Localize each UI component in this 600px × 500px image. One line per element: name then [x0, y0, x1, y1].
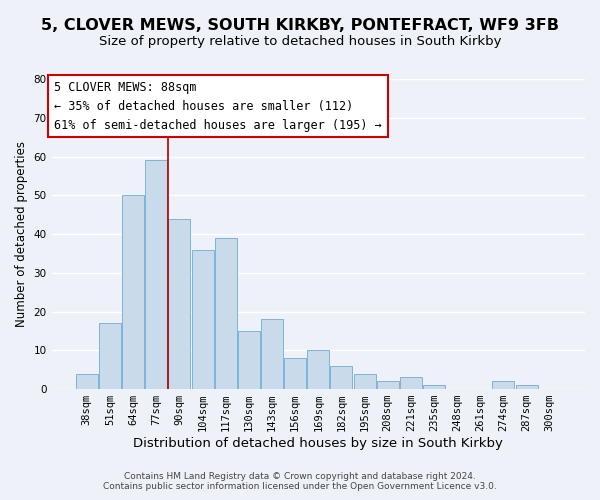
Bar [238, 331, 260, 389]
X-axis label: Distribution of detached houses by size in South Kirkby: Distribution of detached houses by size … [133, 437, 503, 450]
Text: 5, CLOVER MEWS, SOUTH KIRKBY, PONTEFRACT, WF9 3FB: 5, CLOVER MEWS, SOUTH KIRKBY, PONTEFRACT… [41, 18, 559, 32]
Bar [284, 358, 306, 389]
Bar [493, 382, 514, 389]
Bar [400, 378, 422, 389]
Text: Contains public sector information licensed under the Open Government Licence v3: Contains public sector information licen… [103, 482, 497, 491]
Bar [515, 385, 538, 389]
Bar [145, 160, 167, 389]
Bar [377, 382, 399, 389]
Bar [99, 323, 121, 389]
Bar [122, 196, 144, 389]
Text: Size of property relative to detached houses in South Kirkby: Size of property relative to detached ho… [99, 35, 501, 48]
Bar [169, 218, 190, 389]
Bar [191, 250, 214, 389]
Bar [215, 238, 236, 389]
Bar [76, 374, 98, 389]
Bar [261, 320, 283, 389]
Text: 5 CLOVER MEWS: 88sqm
← 35% of detached houses are smaller (112)
61% of semi-deta: 5 CLOVER MEWS: 88sqm ← 35% of detached h… [54, 80, 382, 132]
Bar [331, 366, 352, 389]
Bar [353, 374, 376, 389]
Text: Contains HM Land Registry data © Crown copyright and database right 2024.: Contains HM Land Registry data © Crown c… [124, 472, 476, 481]
Y-axis label: Number of detached properties: Number of detached properties [15, 141, 28, 327]
Bar [307, 350, 329, 389]
Bar [423, 385, 445, 389]
